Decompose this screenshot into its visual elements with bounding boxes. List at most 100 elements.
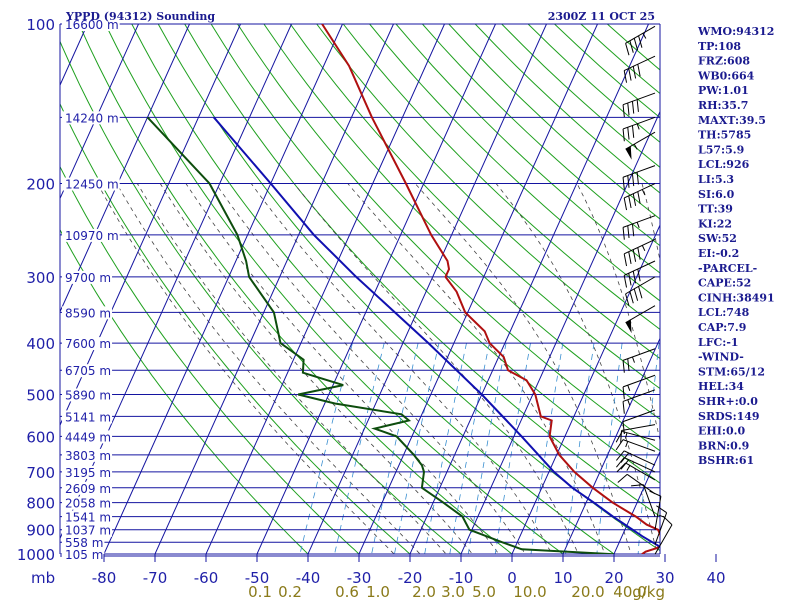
pressure-tick-label: 300: [26, 269, 55, 287]
mixing-ratio-label: 0.2: [278, 583, 302, 600]
pressure-tick-label: 200: [26, 176, 55, 194]
wind-barb-feather: [623, 253, 628, 267]
mixing-ratio-label: 3.0: [441, 583, 465, 600]
index-wb0: WB0:664: [697, 69, 755, 82]
wind-barb-feather: [637, 247, 641, 260]
wind-barb-feather: [662, 515, 673, 526]
height-level-label: 105 m: [65, 548, 103, 562]
temperature-tick-label: -80: [92, 569, 117, 587]
index-ei: EI:-0.2: [698, 247, 739, 260]
wind-barb-staff: [625, 25, 656, 44]
mixing-ratio-unit: g/kg: [632, 583, 665, 600]
dry-adiabat: [395, 24, 660, 274]
wind-barb-staff: [625, 305, 656, 324]
index-cape: CAPE:52: [698, 277, 751, 290]
temperature-profile: [321, 24, 660, 554]
wind-barb-feather: [615, 431, 623, 443]
wind-barb-feather: [627, 225, 630, 238]
index-th: TH:5785: [698, 129, 751, 142]
mixing-ratio-label: 2.0: [412, 583, 436, 600]
index-frz: FRZ:608: [698, 55, 750, 68]
pressure-tick-label: 600: [26, 428, 55, 446]
moist-adiabat: [97, 183, 395, 554]
mixing-ratio-line: [565, 343, 595, 554]
index-pw: PW:1.01: [698, 84, 749, 97]
moist-adiabat: [185, 183, 500, 554]
height-level-label: 3803 m: [65, 449, 111, 463]
wind-barb-staff: [622, 409, 656, 423]
wind-barb: [622, 374, 656, 400]
isotherm: [205, 24, 445, 554]
mixing-ratio-label: 5.0: [472, 583, 496, 600]
wind-barb-staff: [622, 215, 656, 228]
wind-barb-staff: [654, 524, 673, 555]
wind-barb-feather: [627, 175, 630, 188]
isotherm: [358, 24, 598, 554]
dry-adiabat: [60, 228, 309, 554]
wind-barb-staff: [622, 348, 656, 361]
index-wmo: WMO:94312: [697, 25, 774, 38]
dry-adiabat: [422, 24, 660, 247]
index-si: SI:6.0: [698, 188, 735, 201]
wind-barb-staff: [625, 131, 656, 150]
wind-barb-half-feather: [642, 33, 647, 39]
height-label-bg: [62, 481, 113, 495]
wind-barb-feather: [622, 177, 625, 190]
pressure-tick-label: 500: [26, 386, 55, 404]
isotherm: [154, 24, 394, 554]
height-level-label: 1541 m: [65, 511, 111, 525]
isotherm: [60, 24, 190, 313]
wind-barb: [654, 515, 673, 555]
wind-barb: [649, 490, 662, 530]
height-level-label: 12450 m: [65, 178, 119, 192]
index-hel: HEL:34: [698, 380, 744, 393]
temperature-tick-label: -60: [194, 569, 219, 587]
wind-barb-feather: [623, 275, 628, 288]
height-label-bg: [62, 510, 113, 524]
height-level-label: 9700 m: [65, 271, 111, 285]
dry-adiabat: [289, 24, 660, 390]
pressure-tick-label: 700: [26, 464, 55, 482]
index-cap: CAP:7.9: [698, 321, 746, 334]
wind-barb-feather: [636, 172, 639, 185]
wind-barb-half-feather: [633, 143, 638, 150]
wind-barb: [625, 276, 656, 306]
dry-adiabat: [157, 24, 660, 552]
mixing-ratio-label: 20.0: [571, 583, 604, 600]
isotherm: [511, 223, 660, 554]
moist-adiabat: [215, 183, 526, 554]
height-level-label: 16600 m: [65, 18, 119, 32]
wind-barb-half-feather: [625, 441, 629, 448]
wind-barb-feather: [632, 66, 637, 79]
wind-barb-half-feather: [627, 385, 631, 391]
wind-barb: [622, 165, 656, 190]
temperature-tick-label: 30: [655, 569, 674, 587]
wind-barb-staff: [622, 165, 656, 178]
index-brn: BRN:0.9: [698, 439, 749, 452]
wind-barb-feather: [625, 293, 630, 306]
height-label-bg: [62, 388, 113, 402]
moist-adiabat: [576, 183, 660, 443]
dry-adiabat: [60, 102, 411, 554]
index-rh: RH:35.7: [698, 99, 748, 112]
height-level-label: 6705 m: [65, 364, 111, 378]
index-l57: L57:5.9: [698, 143, 744, 156]
mixing-ratio-line: [637, 343, 660, 554]
wind-barb-feather: [629, 291, 634, 304]
wind-barb-staff: [626, 473, 656, 495]
isotherm: [256, 24, 496, 554]
wind-barb: [622, 215, 656, 240]
index-shr: SHR+:0.0: [698, 395, 758, 408]
wind-barb-feather: [638, 35, 643, 48]
wind-barb: [625, 25, 656, 56]
temperature-tick-label: 40: [706, 569, 725, 587]
wind-barb: [617, 473, 656, 495]
wind-barbs: [615, 25, 673, 555]
height-label-bg: [62, 270, 113, 284]
isotherm: [409, 24, 649, 554]
isotherm: [103, 24, 343, 554]
temperature-tick-label: -50: [245, 569, 270, 587]
wind-barb-feather: [632, 193, 637, 206]
wind-barb-feather: [637, 64, 641, 77]
